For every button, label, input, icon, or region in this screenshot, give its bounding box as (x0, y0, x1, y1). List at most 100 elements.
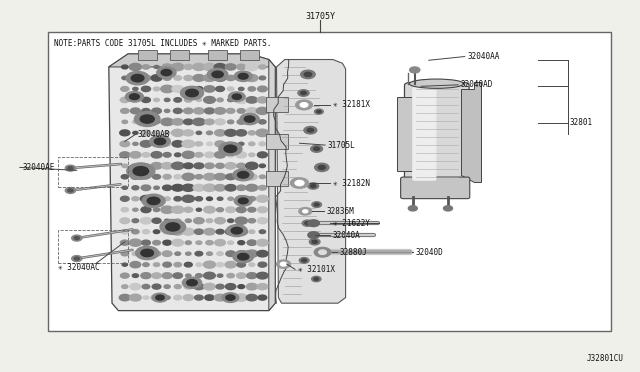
Circle shape (196, 131, 202, 134)
Circle shape (120, 196, 129, 201)
Bar (240, 50, 259, 60)
Circle shape (122, 120, 127, 124)
Circle shape (132, 186, 139, 190)
Circle shape (153, 131, 160, 135)
Circle shape (228, 92, 245, 102)
Circle shape (239, 142, 244, 145)
Circle shape (256, 108, 269, 115)
Circle shape (259, 164, 266, 167)
Circle shape (238, 73, 248, 79)
Circle shape (310, 145, 323, 152)
Circle shape (246, 185, 258, 191)
Circle shape (161, 163, 173, 169)
Circle shape (249, 263, 255, 266)
Circle shape (204, 272, 215, 279)
Circle shape (234, 71, 252, 81)
Circle shape (150, 135, 170, 147)
Circle shape (163, 185, 172, 190)
Circle shape (163, 251, 172, 256)
Circle shape (141, 240, 150, 245)
Circle shape (163, 174, 171, 179)
Circle shape (175, 153, 181, 157)
Circle shape (172, 239, 184, 246)
Circle shape (68, 167, 73, 170)
Circle shape (314, 247, 331, 257)
Circle shape (136, 246, 159, 260)
Circle shape (154, 87, 160, 91)
Circle shape (238, 241, 244, 245)
Circle shape (206, 241, 213, 245)
Text: 32801: 32801 (570, 118, 593, 127)
Circle shape (248, 219, 255, 223)
Circle shape (152, 284, 161, 289)
Circle shape (257, 207, 268, 213)
Circle shape (214, 64, 226, 70)
Circle shape (301, 92, 307, 94)
Circle shape (227, 87, 234, 91)
Bar (208, 50, 227, 60)
Circle shape (214, 74, 226, 81)
Circle shape (236, 174, 246, 180)
Circle shape (310, 185, 316, 187)
Polygon shape (109, 54, 275, 311)
Circle shape (172, 185, 184, 191)
Circle shape (154, 230, 160, 234)
Circle shape (314, 109, 323, 114)
Circle shape (120, 273, 129, 278)
Circle shape (142, 285, 150, 289)
Polygon shape (269, 60, 275, 311)
Circle shape (183, 295, 193, 301)
Circle shape (161, 70, 172, 76)
Bar (170, 50, 189, 60)
Circle shape (152, 141, 161, 146)
Circle shape (298, 90, 309, 96)
Circle shape (259, 175, 266, 179)
Circle shape (216, 263, 223, 267)
Circle shape (308, 220, 319, 227)
Circle shape (143, 296, 149, 299)
Circle shape (212, 71, 223, 78)
Circle shape (172, 86, 184, 92)
Circle shape (186, 89, 198, 97)
Circle shape (141, 119, 151, 125)
Circle shape (204, 74, 216, 81)
Circle shape (237, 262, 246, 267)
Circle shape (259, 185, 266, 190)
Text: NOTE:PARTS CODE 31705L INCLUDES ✳ MARKED PARTS.: NOTE:PARTS CODE 31705L INCLUDES ✳ MARKED… (54, 39, 272, 48)
Circle shape (305, 222, 310, 225)
Circle shape (307, 128, 314, 132)
Circle shape (173, 108, 182, 113)
Circle shape (276, 260, 291, 268)
Circle shape (222, 293, 239, 302)
Circle shape (141, 130, 151, 136)
Circle shape (122, 186, 127, 189)
Circle shape (239, 87, 244, 90)
Circle shape (246, 273, 257, 279)
Circle shape (195, 87, 203, 91)
Circle shape (309, 239, 320, 245)
Circle shape (217, 252, 223, 256)
Circle shape (164, 219, 170, 222)
Circle shape (235, 96, 248, 103)
Circle shape (65, 187, 76, 193)
Circle shape (207, 142, 212, 145)
Circle shape (235, 217, 247, 224)
Circle shape (248, 196, 255, 201)
Circle shape (225, 262, 236, 268)
Circle shape (204, 86, 215, 92)
Circle shape (217, 274, 223, 277)
Circle shape (196, 98, 202, 102)
Circle shape (195, 274, 202, 278)
Circle shape (215, 141, 225, 147)
Circle shape (193, 74, 205, 81)
Circle shape (259, 76, 266, 80)
Circle shape (152, 174, 161, 179)
Circle shape (225, 283, 236, 290)
Circle shape (131, 174, 140, 179)
Circle shape (226, 295, 235, 300)
Bar (266, 97, 288, 112)
Circle shape (228, 197, 234, 201)
Polygon shape (461, 82, 481, 182)
Circle shape (234, 196, 252, 206)
Circle shape (408, 206, 417, 211)
